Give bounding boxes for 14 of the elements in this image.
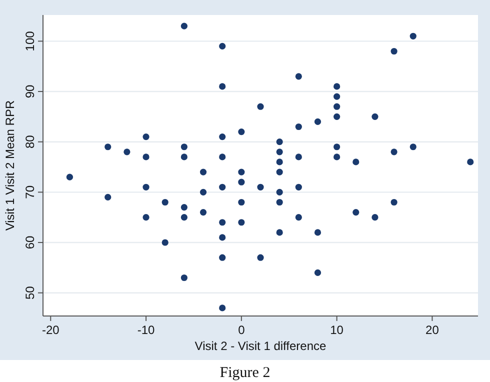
x-tick-label: 0 xyxy=(238,323,246,337)
x-tick-label: -20 xyxy=(42,323,60,337)
y-tick-label: 100 xyxy=(23,30,37,52)
y-tick-label: 70 xyxy=(23,185,37,199)
y-tick-label: 60 xyxy=(23,236,37,250)
x-axis-title: Visit 2 - Visit 1 difference xyxy=(194,339,327,353)
x-tick-label: -10 xyxy=(137,323,156,337)
y-tick-label: 90 xyxy=(23,84,37,98)
y-tick-label: 80 xyxy=(23,134,37,149)
x-tick-label: 20 xyxy=(426,323,440,337)
caption: Figure 2 xyxy=(220,365,270,381)
y-axis-title: Visit 1 Visit 2 Mean RPR xyxy=(3,100,17,231)
x-tick-label: 10 xyxy=(330,323,344,337)
y-tick-label: 50 xyxy=(23,286,37,300)
